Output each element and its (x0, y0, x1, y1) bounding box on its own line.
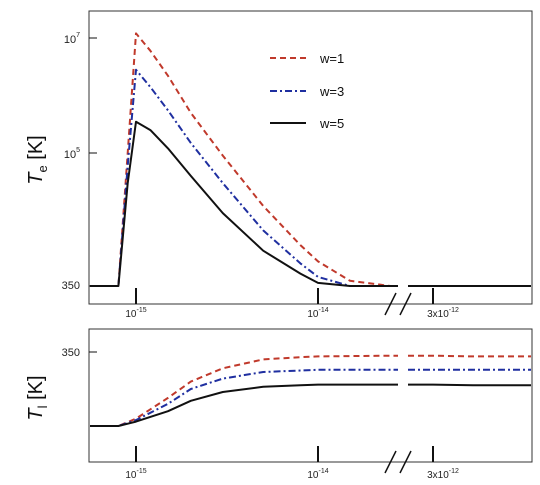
bottom-series-group (90, 354, 531, 427)
bottom-y-axis-label: Tl [K] (25, 375, 50, 420)
top-x-tick-label-3e-12: 3x10-12 (427, 307, 459, 320)
bottom-x-tick-label-3e-12: 3x10-12 (427, 468, 459, 481)
bottom-series-w5-segment-1 (90, 383, 398, 427)
bottom-x-tick-label-1e-15: 10-15 (125, 468, 146, 481)
top-series-w1-segment-1 (90, 32, 398, 287)
axis-break-marks (384, 292, 412, 474)
legend-label-w5: w=5 (319, 116, 344, 131)
top-y-axis-label: Te [K] (25, 135, 50, 184)
top-y-tick-label-1e5: 105 (64, 147, 80, 161)
legend-label-w3: w=3 (319, 84, 344, 99)
bottom-series-w5-segment-2 (408, 383, 531, 387)
top-x-tick-label-1e-14: 10-14 (307, 307, 328, 320)
bottom-axis-break-gap (398, 330, 408, 461)
top-y-tick-label-350: 350 (62, 280, 80, 292)
bottom-series-w1-segment-1 (90, 354, 398, 427)
bottom-series-w1-segment-2 (408, 354, 531, 358)
bottom-y-tick-label-350: 350 (62, 347, 80, 359)
bottom-x-tick-label-1e-14: 10-14 (307, 468, 328, 481)
top-series-w5-segment-1 (90, 120, 398, 287)
top-plot-frame (88, 10, 533, 305)
bottom-axis-break-slash-1 (384, 450, 397, 474)
top-axis-break-slash-1 (384, 292, 397, 316)
top-axis-break-slash-2 (399, 292, 412, 316)
bottom-axis-ticks (89, 351, 434, 462)
top-series-w3-segment-1 (90, 68, 398, 287)
top-axis-break-gap (398, 12, 408, 303)
top-series-group (90, 32, 531, 287)
legend: w=1 w=3 w=5 (270, 51, 344, 131)
top-axis-ticks (89, 37, 434, 304)
top-y-tick-label-1e7: 107 (64, 32, 80, 46)
top-x-tick-label-1e-15: 10-15 (125, 307, 146, 320)
bottom-plot-frame (88, 328, 533, 463)
legend-label-w1: w=1 (319, 51, 344, 66)
bottom-axis-break-slash-2 (399, 450, 412, 474)
bottom-series-w3-segment-1 (90, 368, 398, 427)
